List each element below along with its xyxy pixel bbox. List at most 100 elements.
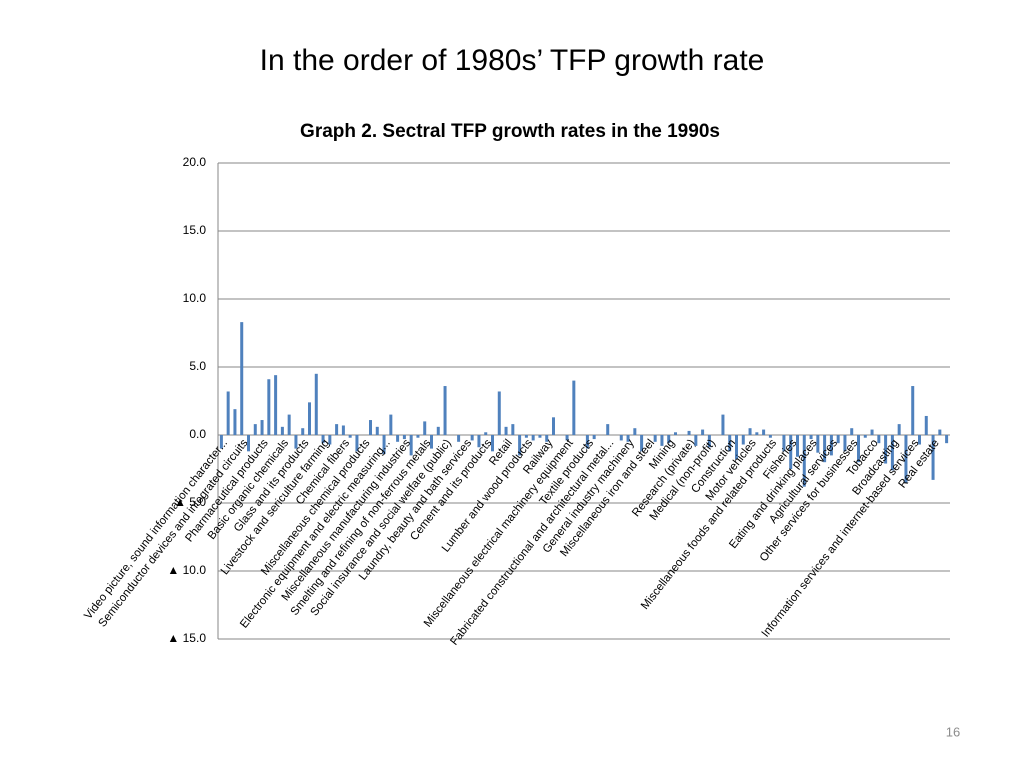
bar [443, 386, 447, 435]
bar [904, 435, 908, 483]
bar [829, 435, 833, 456]
bar [409, 435, 413, 456]
bar [280, 426, 284, 435]
bar [484, 432, 488, 435]
bar [585, 435, 589, 449]
bar [694, 435, 698, 446]
bar [931, 435, 935, 480]
bar [247, 435, 250, 452]
bar [369, 420, 372, 435]
bar [497, 391, 501, 435]
y-tick-label: ▲ 5.0 [174, 495, 206, 509]
x-tick-label: Semiconductor devices and integrated cir… [97, 437, 251, 629]
bar [911, 386, 915, 435]
y-tick-label: 10.0 [183, 291, 207, 305]
bar [328, 435, 332, 445]
bar [802, 435, 806, 487]
bar [219, 435, 223, 449]
bar [762, 429, 766, 435]
bar [308, 402, 311, 435]
bar [945, 435, 949, 444]
bar [823, 435, 827, 463]
bar [633, 428, 637, 435]
bar [375, 426, 379, 435]
bar [897, 424, 901, 435]
bar [816, 435, 820, 453]
bar [470, 435, 474, 441]
bar [504, 426, 508, 435]
bar [538, 435, 542, 438]
bar [301, 428, 305, 435]
bar [572, 380, 576, 435]
bar [741, 435, 745, 445]
y-tick-label: 0.0 [189, 427, 206, 441]
bar [626, 435, 630, 442]
bar [748, 428, 752, 435]
bar [918, 435, 921, 445]
bar [884, 435, 888, 464]
bar [640, 435, 644, 452]
bar [809, 435, 813, 440]
bar [294, 435, 298, 449]
y-tick-label: ▲ 10.0 [167, 563, 206, 577]
bar [836, 435, 840, 444]
bar [701, 429, 705, 435]
bar [592, 435, 596, 440]
bar [863, 435, 867, 438]
y-tick-label: ▲ 15.0 [167, 631, 206, 645]
bar [531, 435, 535, 441]
bar [416, 435, 420, 438]
page-number: 16 [946, 724, 960, 739]
bar [782, 435, 786, 452]
bar [890, 435, 894, 471]
bar [423, 421, 427, 435]
bar [674, 432, 677, 435]
bar [877, 435, 881, 444]
bar [491, 435, 494, 452]
bar [457, 435, 461, 442]
bar [430, 435, 433, 449]
bar [721, 414, 725, 435]
bar [240, 322, 244, 435]
bar [796, 435, 799, 457]
bar [382, 435, 386, 455]
bar [870, 429, 874, 435]
y-tick-label: 5.0 [189, 359, 206, 373]
bar [335, 424, 339, 435]
bar [728, 435, 732, 452]
bar [260, 420, 264, 435]
bar [477, 435, 481, 448]
bar [545, 435, 549, 442]
bar [619, 435, 623, 441]
bar [436, 426, 440, 435]
bar [396, 435, 400, 442]
bar [755, 432, 759, 435]
y-tick-label: 20.0 [183, 155, 207, 169]
bar [253, 424, 257, 435]
bar [348, 435, 352, 438]
bar [653, 435, 657, 442]
bar [233, 409, 237, 435]
bar [660, 435, 664, 446]
bar [552, 417, 555, 435]
bar [321, 435, 325, 444]
bar [267, 379, 271, 435]
bar [850, 428, 854, 435]
bar [857, 435, 860, 463]
bar [735, 435, 738, 460]
bar [687, 430, 691, 435]
bar [789, 435, 793, 469]
bar [226, 391, 230, 435]
bar [707, 435, 711, 448]
slide-title: In the order of 1980s’ TFP growth rate [260, 44, 765, 77]
bar [274, 375, 278, 435]
bar [287, 414, 291, 435]
bar [389, 414, 393, 435]
bar [565, 435, 569, 441]
chart-title: Graph 2. Sectral TFP growth rates in the… [300, 121, 720, 142]
x-tick-label: Video picture, sound information charact… [82, 437, 230, 622]
bar [667, 435, 671, 444]
bar [518, 435, 522, 456]
y-tick-label: 15.0 [183, 223, 207, 237]
